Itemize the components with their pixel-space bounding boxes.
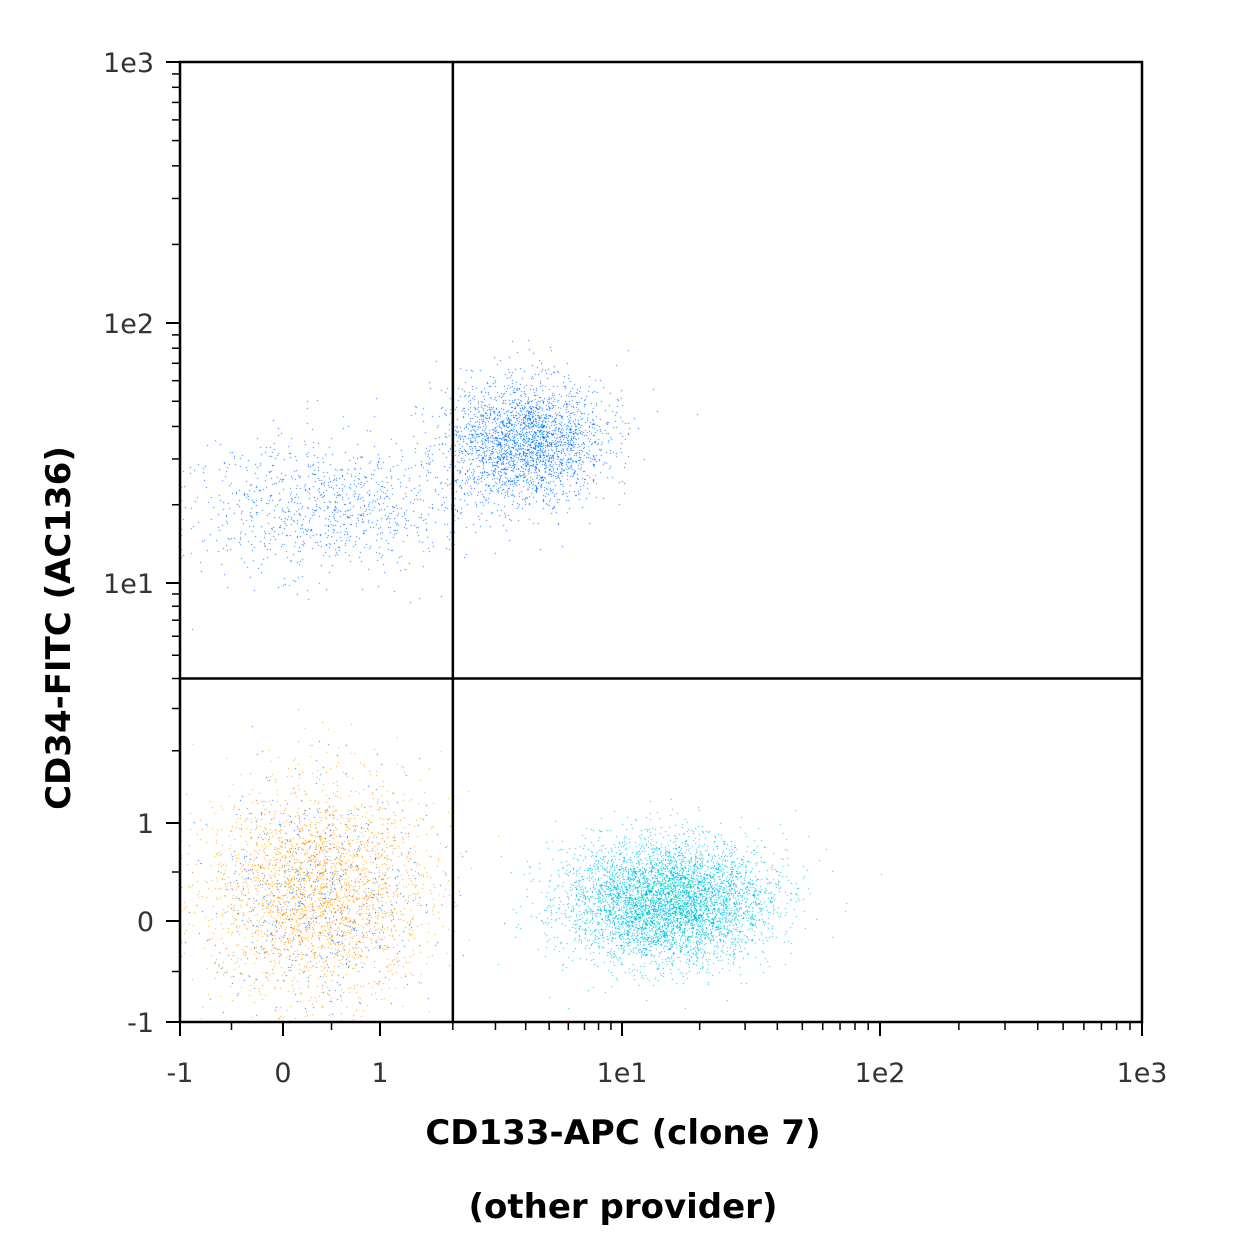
event-density-image bbox=[180, 62, 1142, 1022]
x-tick-label: 0 bbox=[274, 1058, 291, 1089]
x-axis-title: CD133-APC (clone 7) bbox=[425, 1113, 820, 1153]
x-tick-label: 1e3 bbox=[1117, 1058, 1168, 1089]
y-axis: -1 0 1 1e1 1e2 1e3 bbox=[103, 48, 180, 1039]
x-axis: -1 0 1 1e1 1e2 1e3 bbox=[167, 1022, 1168, 1089]
plot-frame bbox=[178, 60, 1144, 1024]
x-tick-label: -1 bbox=[167, 1058, 194, 1089]
y-tick-label: 1 bbox=[137, 809, 154, 840]
y-tick-label: 1e2 bbox=[103, 309, 154, 340]
y-tick-label: -1 bbox=[127, 1008, 154, 1039]
density-plot bbox=[180, 62, 1142, 1022]
y-tick-label: 0 bbox=[137, 907, 154, 938]
y-axis-title: CD34-FITC (AC136) bbox=[39, 446, 79, 810]
x-tick-label: 1e1 bbox=[597, 1058, 648, 1089]
y-tick-label: 1e1 bbox=[103, 569, 154, 600]
y-tick-label: 1e3 bbox=[103, 48, 154, 79]
x-tick-label: 1e2 bbox=[855, 1058, 906, 1089]
x-tick-label: 1 bbox=[371, 1058, 388, 1089]
x-axis-subtitle: (other provider) bbox=[468, 1187, 777, 1227]
